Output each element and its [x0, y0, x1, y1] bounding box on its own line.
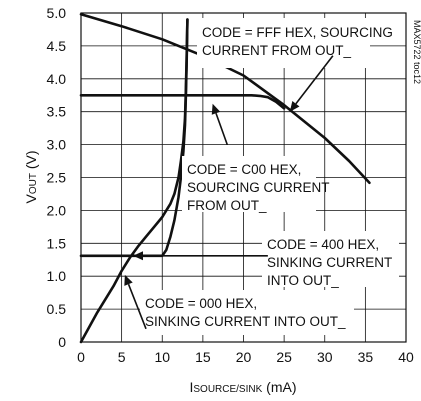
annotation-backdrop: [140, 290, 354, 335]
annotation-text: FROM OUT_: [187, 198, 267, 213]
y-tick-label: 2.5: [47, 170, 67, 186]
annotation-backdrop: [182, 156, 316, 212]
annotation-text: SOURCING CURRENT: [187, 180, 330, 195]
series-group: [79, 13, 371, 344]
y-tick-label: 4.5: [47, 38, 67, 54]
x-axis-label: ISOURCE/SINK (mA): [189, 379, 296, 395]
y-tick-label: 0: [58, 334, 66, 350]
x-tick-label: 15: [195, 349, 211, 365]
x-tick-label: 0: [77, 349, 85, 365]
annotation-arrowhead: [289, 101, 300, 112]
annotation-text: SINKING CURRENT: [267, 255, 392, 270]
plot-id: MAX5722 toc12: [412, 20, 421, 84]
x-tick-label: 30: [317, 349, 333, 365]
annotation-backdrop: [262, 231, 399, 287]
series-line-4: [79, 18, 189, 344]
annotation-arrowhead: [133, 251, 143, 261]
y-axis-label: VOUT (V): [23, 150, 39, 203]
x-tick-label: 20: [236, 349, 252, 365]
y-tick-label: 1.0: [47, 268, 67, 284]
y-tick-label: 4.0: [47, 71, 67, 87]
x-tick-label: 40: [398, 349, 414, 365]
annotation-arrow: [295, 55, 334, 105]
annotation-arrow: [215, 112, 229, 145]
annotation-text: CODE = 000 HEX,: [145, 296, 257, 311]
annotation-text: CODE = 400 HEX,: [267, 237, 379, 252]
annotation-arrowhead: [124, 274, 133, 286]
plot-frame: [80, 12, 407, 343]
annotation-text: INTO OUT_: [267, 273, 339, 288]
annotation-arrow: [127, 283, 147, 330]
annotations: CODE = FFF HEX, SOURCING CURRENT FROM OUT…: [124, 18, 399, 335]
y-tick-label: 3.0: [47, 137, 67, 153]
annotation-text: CODE = C00 HEX,: [187, 162, 301, 177]
tick-labels: 0 5 10 15 20 25 30 35 40 0 0.5 1.0 1.5 2.0 2.5 3.0 3.5 4.…: [47, 5, 414, 365]
x-tick-label: 35: [358, 349, 374, 365]
y-tick-label: 2.0: [47, 202, 67, 218]
x-tick-label: 25: [276, 349, 292, 365]
y-tick-label: 5.0: [47, 5, 67, 21]
x-tick-label: 10: [154, 349, 170, 365]
annotation-arrowhead: [211, 103, 221, 115]
y-tick-label: 0.5: [47, 301, 67, 317]
series-line-3: [79, 18, 189, 258]
series-line-1: [79, 13, 371, 185]
y-tick-label: 3.5: [47, 104, 67, 120]
annotation-text: SINKING CURRENT INTO OUT_: [145, 314, 346, 329]
annotation-text: CODE = FFF HEX, SOURCING: [202, 25, 393, 40]
y-tick-label: 1.5: [47, 235, 67, 251]
x-tick-label: 5: [118, 349, 126, 365]
annotation-backdrop: [197, 18, 370, 68]
series-line-2: [79, 94, 286, 110]
annotation-text: CURRENT FROM OUT_: [202, 43, 351, 58]
